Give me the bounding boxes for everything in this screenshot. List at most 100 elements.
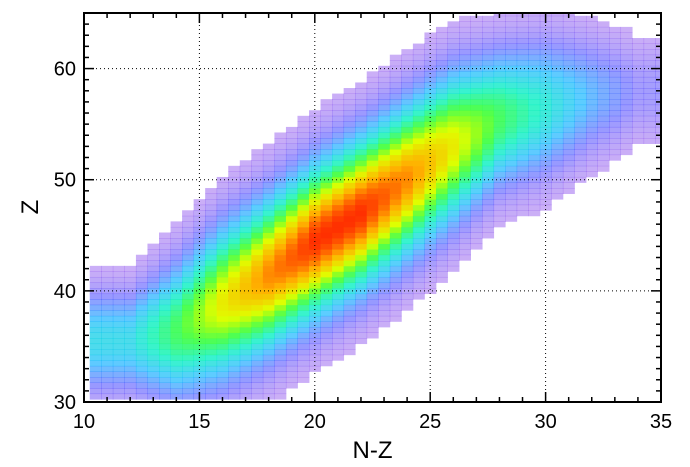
heat-cell xyxy=(482,154,495,161)
heat-cell xyxy=(551,154,564,161)
heat-cell xyxy=(620,49,633,56)
heat-cell xyxy=(147,304,160,311)
heat-cell xyxy=(643,88,656,94)
heat-cell xyxy=(320,288,333,295)
heat-cell xyxy=(193,293,206,300)
heat-cell xyxy=(101,265,114,272)
heat-cell xyxy=(112,354,125,361)
heat-cell xyxy=(482,126,495,133)
heat-cell xyxy=(101,376,114,383)
heat-cell xyxy=(170,343,183,350)
heat-cell xyxy=(389,276,402,283)
heat-cell xyxy=(574,165,587,172)
heat-cell xyxy=(401,276,414,283)
heat-cell xyxy=(470,71,483,78)
heat-cell xyxy=(643,138,656,144)
heat-cell xyxy=(551,160,564,167)
heat-cell xyxy=(239,371,252,378)
heat-cell xyxy=(355,226,368,233)
heat-cell xyxy=(447,26,460,33)
heat-cell xyxy=(632,76,645,83)
heat-cell xyxy=(343,304,356,311)
heat-cell xyxy=(643,132,656,139)
heat-cell xyxy=(216,221,229,228)
heat-cell xyxy=(412,143,425,150)
heat-cell xyxy=(551,115,564,122)
heat-cell xyxy=(435,121,448,128)
heat-cell xyxy=(562,121,575,128)
heat-cell xyxy=(216,276,229,283)
heat-cell xyxy=(389,210,402,217)
heat-cell xyxy=(239,171,252,178)
heat-cell xyxy=(182,299,195,306)
heat-cell xyxy=(412,288,425,295)
heat-cell xyxy=(632,82,645,89)
heat-cell xyxy=(482,93,495,100)
heat-cell xyxy=(447,138,460,144)
heat-cell xyxy=(251,282,264,289)
heat-cell xyxy=(528,138,541,144)
heat-cell xyxy=(124,376,137,383)
heat-cell xyxy=(620,126,633,133)
heat-cell xyxy=(505,32,518,39)
heat-cell xyxy=(366,171,379,178)
heat-cell xyxy=(585,165,598,172)
heat-cell xyxy=(355,93,368,100)
heat-cell xyxy=(551,88,564,94)
heat-cell xyxy=(424,199,437,206)
heat-cell xyxy=(459,99,471,106)
heat-cell xyxy=(366,188,379,195)
heat-cell xyxy=(147,393,160,400)
heat-cell xyxy=(159,232,171,239)
heat-cell xyxy=(643,38,656,44)
heat-cell xyxy=(597,138,610,144)
heat-cell xyxy=(493,49,506,56)
heat-cell xyxy=(459,21,471,28)
heat-cell xyxy=(124,393,137,400)
heat-cell xyxy=(528,199,541,206)
heat-cell xyxy=(389,271,402,278)
heat-cell xyxy=(251,321,264,328)
heat-cell xyxy=(401,54,414,61)
heat-cell xyxy=(309,349,321,356)
heat-cell xyxy=(274,343,287,350)
heat-cell xyxy=(228,226,241,233)
heat-cell xyxy=(447,215,460,222)
heat-cell xyxy=(424,265,437,272)
heat-cell xyxy=(320,154,333,161)
heat-cell xyxy=(355,321,368,328)
heat-cell xyxy=(355,126,368,133)
heat-cell xyxy=(597,54,610,61)
heat-cell xyxy=(435,54,448,61)
heat-cell xyxy=(378,254,391,261)
heat-cell xyxy=(366,204,379,211)
heat-cell xyxy=(228,182,241,189)
heat-cell xyxy=(182,304,195,311)
heat-cell xyxy=(285,249,298,256)
heat-cell xyxy=(101,288,114,295)
heat-cell xyxy=(447,32,460,39)
heat-cell xyxy=(620,71,633,78)
heat-cell xyxy=(262,299,275,306)
heat-cell xyxy=(609,121,622,128)
heat-cell xyxy=(528,21,541,28)
heat-cell xyxy=(401,154,414,161)
heat-cell xyxy=(159,338,171,345)
heat-cell xyxy=(528,43,541,50)
heat-cell xyxy=(562,171,575,178)
heat-cell xyxy=(470,93,483,100)
heat-cell xyxy=(262,393,275,400)
heat-cell xyxy=(285,154,298,161)
heat-cell xyxy=(412,82,425,89)
heat-cell xyxy=(89,271,102,278)
heat-cell xyxy=(435,199,448,206)
heat-cell xyxy=(309,132,321,139)
heat-cell xyxy=(297,182,310,189)
heat-cell xyxy=(274,326,287,333)
heat-cell xyxy=(89,393,102,400)
heat-cell xyxy=(239,299,252,306)
heat-cell xyxy=(609,65,622,72)
heat-cell xyxy=(205,326,218,333)
heat-cell xyxy=(597,132,610,139)
heat-cell xyxy=(412,193,425,200)
